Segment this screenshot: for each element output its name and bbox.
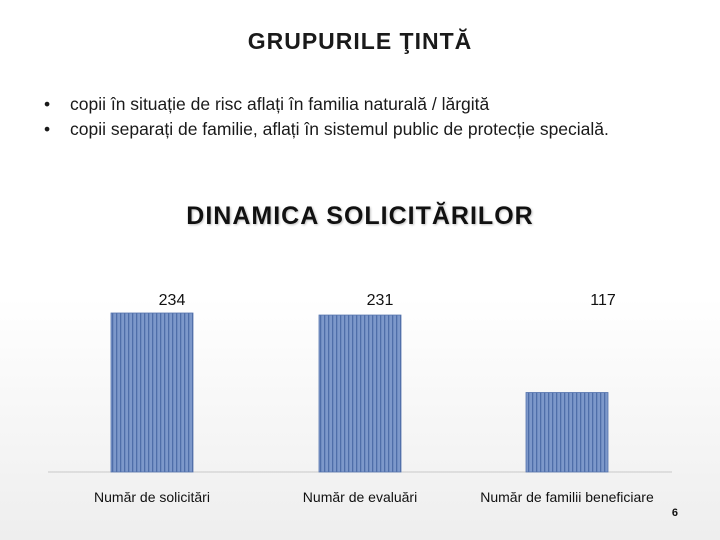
category-label-1: Număr de solicitări xyxy=(94,489,210,505)
target-groups-list: copii în situație de risc aflați în fami… xyxy=(44,92,684,142)
data-label-3: 117 xyxy=(590,292,616,309)
bar-3 xyxy=(525,392,609,473)
bar-2 xyxy=(318,314,402,473)
page-number: 6 xyxy=(671,507,678,519)
data-label-1: 234 xyxy=(159,292,186,309)
data-label-2: 231 xyxy=(367,292,394,309)
category-label-2: Număr de evaluări xyxy=(303,489,417,505)
chart-title: DINAMICA SOLICITĂRILOR xyxy=(186,202,534,230)
bullet-item-family: copii în situație de risc aflați în fami… xyxy=(44,92,684,117)
slide-title: GRUPURILE ŢINTĂ xyxy=(247,28,473,54)
bullet-item-protection: copii separați de familie, aflați în sis… xyxy=(44,117,684,142)
category-label-3: Număr de familii beneficiare xyxy=(480,489,654,505)
bar-1 xyxy=(110,312,194,473)
